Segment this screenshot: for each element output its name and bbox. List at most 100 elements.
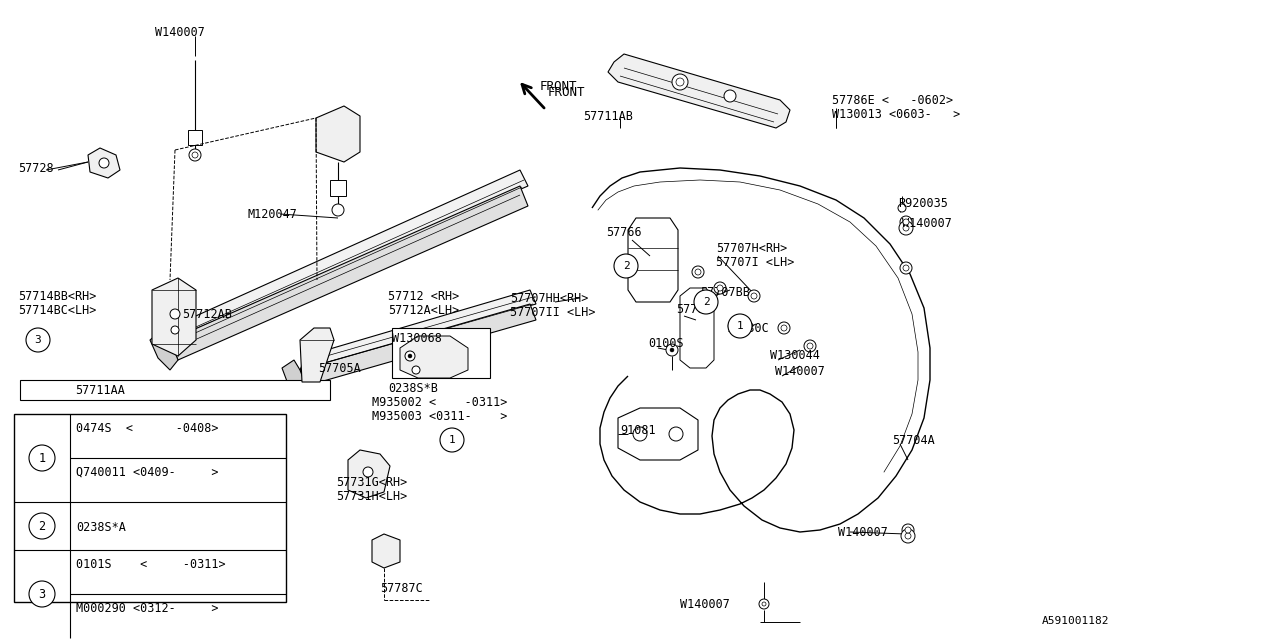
Circle shape bbox=[634, 427, 646, 441]
Polygon shape bbox=[316, 106, 360, 162]
Circle shape bbox=[695, 269, 701, 275]
Circle shape bbox=[751, 293, 756, 299]
Text: 57766: 57766 bbox=[605, 226, 641, 239]
Circle shape bbox=[900, 216, 911, 228]
Text: 57705A: 57705A bbox=[317, 362, 361, 375]
Text: 0238S*A: 0238S*A bbox=[76, 521, 125, 534]
Circle shape bbox=[899, 204, 906, 212]
Circle shape bbox=[408, 354, 412, 358]
Circle shape bbox=[728, 314, 753, 338]
Text: 3: 3 bbox=[38, 588, 46, 600]
Text: W140007: W140007 bbox=[838, 526, 888, 539]
Circle shape bbox=[717, 285, 723, 291]
Polygon shape bbox=[330, 180, 346, 196]
Text: 1: 1 bbox=[736, 321, 744, 331]
Text: 57714BC<LH>: 57714BC<LH> bbox=[18, 304, 96, 317]
Circle shape bbox=[29, 445, 55, 471]
Text: R920035: R920035 bbox=[899, 197, 948, 210]
Polygon shape bbox=[399, 336, 468, 378]
Polygon shape bbox=[14, 414, 285, 602]
Polygon shape bbox=[282, 360, 306, 396]
Polygon shape bbox=[680, 288, 714, 368]
Text: W130013 <0603-   >: W130013 <0603- > bbox=[832, 108, 960, 121]
Text: 1: 1 bbox=[38, 451, 46, 465]
Circle shape bbox=[694, 290, 718, 314]
Circle shape bbox=[192, 152, 198, 158]
Circle shape bbox=[902, 219, 909, 225]
Circle shape bbox=[172, 326, 179, 334]
Text: 96080C: 96080C bbox=[726, 322, 769, 335]
Circle shape bbox=[781, 325, 787, 331]
Polygon shape bbox=[150, 330, 178, 370]
Circle shape bbox=[29, 513, 55, 539]
Text: 57711AB: 57711AB bbox=[582, 110, 632, 123]
Text: W140007: W140007 bbox=[774, 365, 824, 378]
Text: 57704A: 57704A bbox=[892, 434, 934, 447]
Circle shape bbox=[724, 90, 736, 102]
Circle shape bbox=[666, 344, 678, 356]
Text: 57712A<LH>: 57712A<LH> bbox=[388, 304, 460, 317]
Text: A591001182: A591001182 bbox=[1042, 616, 1110, 626]
Text: 1: 1 bbox=[448, 435, 456, 445]
Text: 57786: 57786 bbox=[676, 303, 712, 316]
Circle shape bbox=[899, 221, 913, 235]
Circle shape bbox=[669, 348, 675, 352]
Polygon shape bbox=[392, 328, 490, 378]
Circle shape bbox=[29, 581, 55, 607]
Circle shape bbox=[676, 78, 684, 86]
Text: M935003 <0311-    >: M935003 <0311- > bbox=[372, 410, 507, 423]
Text: 3: 3 bbox=[35, 335, 41, 345]
Text: 57707I <LH>: 57707I <LH> bbox=[716, 256, 795, 269]
Circle shape bbox=[902, 265, 909, 271]
Text: W130044: W130044 bbox=[771, 349, 820, 362]
Text: 0101S    <     -0311>: 0101S < -0311> bbox=[76, 558, 225, 571]
Text: Q740011 <0409-     >: Q740011 <0409- > bbox=[76, 466, 219, 479]
Circle shape bbox=[26, 328, 50, 352]
Text: 57786E <   -0602>: 57786E < -0602> bbox=[832, 94, 954, 107]
Circle shape bbox=[440, 428, 465, 452]
Polygon shape bbox=[300, 328, 334, 382]
Polygon shape bbox=[618, 408, 698, 460]
Polygon shape bbox=[300, 290, 536, 370]
Text: 57728: 57728 bbox=[18, 162, 54, 175]
Polygon shape bbox=[170, 186, 529, 360]
Text: 57714BB<RH>: 57714BB<RH> bbox=[18, 290, 96, 303]
Circle shape bbox=[614, 254, 637, 278]
Circle shape bbox=[332, 204, 344, 216]
Circle shape bbox=[404, 351, 415, 361]
Circle shape bbox=[762, 602, 765, 606]
Polygon shape bbox=[20, 380, 330, 400]
Circle shape bbox=[99, 158, 109, 168]
Circle shape bbox=[900, 262, 911, 274]
Text: W130068: W130068 bbox=[392, 332, 442, 345]
Circle shape bbox=[759, 599, 769, 609]
Polygon shape bbox=[188, 130, 202, 145]
Circle shape bbox=[170, 309, 180, 319]
Circle shape bbox=[901, 529, 915, 543]
Circle shape bbox=[806, 343, 813, 349]
Polygon shape bbox=[88, 148, 120, 178]
Text: 57707H<RH>: 57707H<RH> bbox=[716, 242, 787, 255]
Polygon shape bbox=[628, 218, 678, 302]
Polygon shape bbox=[300, 304, 536, 386]
Circle shape bbox=[748, 290, 760, 302]
Text: 2: 2 bbox=[622, 261, 630, 271]
Polygon shape bbox=[372, 534, 399, 568]
Circle shape bbox=[692, 266, 704, 278]
Text: 57707BB: 57707BB bbox=[700, 286, 750, 299]
Circle shape bbox=[804, 340, 817, 352]
Text: 57731G<RH>: 57731G<RH> bbox=[335, 476, 407, 489]
Polygon shape bbox=[608, 54, 790, 128]
Text: FRONT: FRONT bbox=[548, 86, 585, 99]
Circle shape bbox=[714, 282, 726, 294]
Text: W140007: W140007 bbox=[680, 598, 730, 611]
Circle shape bbox=[189, 149, 201, 161]
Text: 57707HH<RH>: 57707HH<RH> bbox=[509, 292, 589, 305]
Text: W140007: W140007 bbox=[155, 26, 205, 39]
Text: 91081: 91081 bbox=[620, 424, 655, 437]
Polygon shape bbox=[348, 450, 390, 498]
Text: 2: 2 bbox=[703, 297, 709, 307]
Text: 57731H<LH>: 57731H<LH> bbox=[335, 490, 407, 503]
Text: 57712AB: 57712AB bbox=[182, 308, 232, 321]
Circle shape bbox=[905, 533, 911, 539]
